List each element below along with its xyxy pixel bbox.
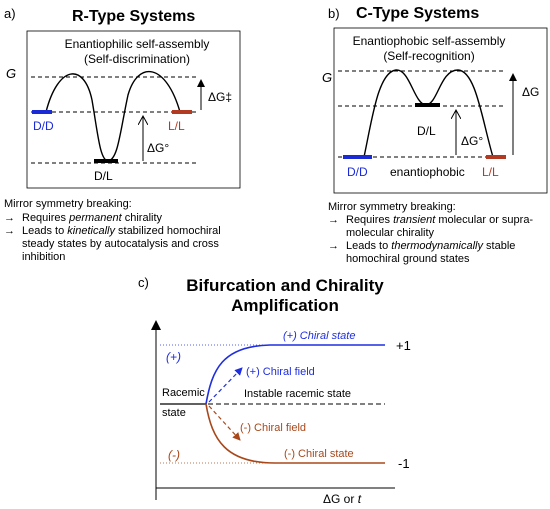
- panel-b-bullet-1-line-2: molecular chirality: [346, 227, 435, 239]
- panel-a-delta-g-ts: ΔG‡: [208, 90, 232, 104]
- panel-b-letter: b): [328, 6, 340, 21]
- panel-a-label-dd: D/D: [33, 119, 54, 133]
- panel-c-minus-branch: [205, 403, 385, 464]
- panel-c-racemic: Racemic: [162, 387, 205, 399]
- panel-b-subtitle-1: Enantiophobic self-assembly: [353, 34, 506, 48]
- panel-c-letter: c): [138, 275, 149, 290]
- panel-b: b) C-Type Systems Enantiophobic self-ass…: [322, 5, 548, 265]
- panel-c-instable: Instable racemic state: [244, 388, 351, 400]
- panel-b-frame: [333, 27, 548, 194]
- panel-c-chiral-field-plus: (+) Chiral field: [246, 366, 315, 378]
- panel-c-minus-field-arrow: [208, 405, 241, 441]
- panel-b-label-ll: L/L: [482, 165, 499, 179]
- panel-b-axis-g: G: [322, 70, 332, 85]
- panel-c-chiral-state-plus: (+) Chiral state: [283, 330, 355, 342]
- panel-b-delta-g0: ΔG°: [461, 134, 483, 148]
- panel-c-x-axis-label: ΔG or t: [323, 492, 362, 506]
- panel-a-frame: [26, 30, 241, 189]
- panel-a-subtitle-2: (Self-discrimination): [84, 52, 190, 66]
- panel-a-axis-g: G: [6, 66, 16, 81]
- panel-a-bullet-2-line-1: Leads to kinetically stabilized homochir…: [22, 225, 221, 237]
- panel-a-bullet-2-line-2: steady states by autocatalysis and cross: [22, 238, 219, 250]
- panel-b-bullet-1-line-1: Requires transient molecular or supra-: [346, 214, 533, 226]
- panel-c-plus-branch: [205, 344, 385, 405]
- panel-b-title: C-Type Systems: [356, 5, 479, 22]
- panel-c-value-plus: +1: [396, 338, 411, 353]
- panel-a-bullet-2-line-3: inhibition: [22, 251, 65, 263]
- panel-b-text-heading: Mirror symmetry breaking:: [328, 201, 456, 213]
- panel-c-state: state: [162, 407, 186, 419]
- panel-c-title-2: Amplification: [231, 296, 339, 315]
- panel-a: a) R-Type Systems Enantiophilic self-ass…: [4, 6, 241, 263]
- panel-b-bullet-2-line-1: Leads to thermodynamically stable: [346, 240, 515, 252]
- panel-a-bullet-1-arrow: →: [4, 212, 15, 224]
- panel-c-plus-field-arrow: [208, 367, 243, 403]
- panel-b-label-dd: D/D: [347, 165, 368, 179]
- panel-c: c) Bifurcation and Chirality Amplificati…: [138, 275, 411, 506]
- panel-b-bullet-2-line-2: homochiral ground states: [346, 253, 470, 265]
- panel-a-text-heading: Mirror symmetry breaking:: [4, 198, 132, 210]
- panel-b-delta-g: ΔG: [522, 85, 539, 99]
- panel-c-value-minus: -1: [398, 456, 410, 471]
- panel-b-bullet-1-arrow: →: [328, 214, 339, 226]
- panel-c-chiral-field-minus: (-) Chiral field: [240, 422, 306, 434]
- panel-b-label-dl: D/L: [417, 124, 436, 138]
- panel-c-plus-region: (+): [166, 350, 181, 364]
- panel-a-letter: a): [4, 6, 16, 21]
- panel-c-minus-region: (-): [168, 448, 180, 462]
- panel-a-label-ll: L/L: [168, 119, 185, 133]
- panel-b-subtitle-2: (Self-recognition): [383, 49, 474, 63]
- panel-a-bullet-2-arrow: →: [4, 225, 15, 237]
- panel-b-label-enantiophobic: enantiophobic: [390, 165, 465, 179]
- panel-a-label-dl: D/L: [94, 169, 113, 183]
- panel-c-title-1: Bifurcation and Chirality: [186, 276, 384, 295]
- panel-a-subtitle-1: Enantiophilic self-assembly: [65, 37, 210, 51]
- panel-a-bullet-1: Requires permanent chirality: [22, 212, 163, 224]
- panel-a-delta-g0: ΔG°: [147, 141, 169, 155]
- panel-b-bullet-2-arrow: →: [328, 240, 339, 252]
- panel-c-chiral-state-minus: (-) Chiral state: [284, 448, 354, 460]
- panel-a-title: R-Type Systems: [72, 8, 195, 25]
